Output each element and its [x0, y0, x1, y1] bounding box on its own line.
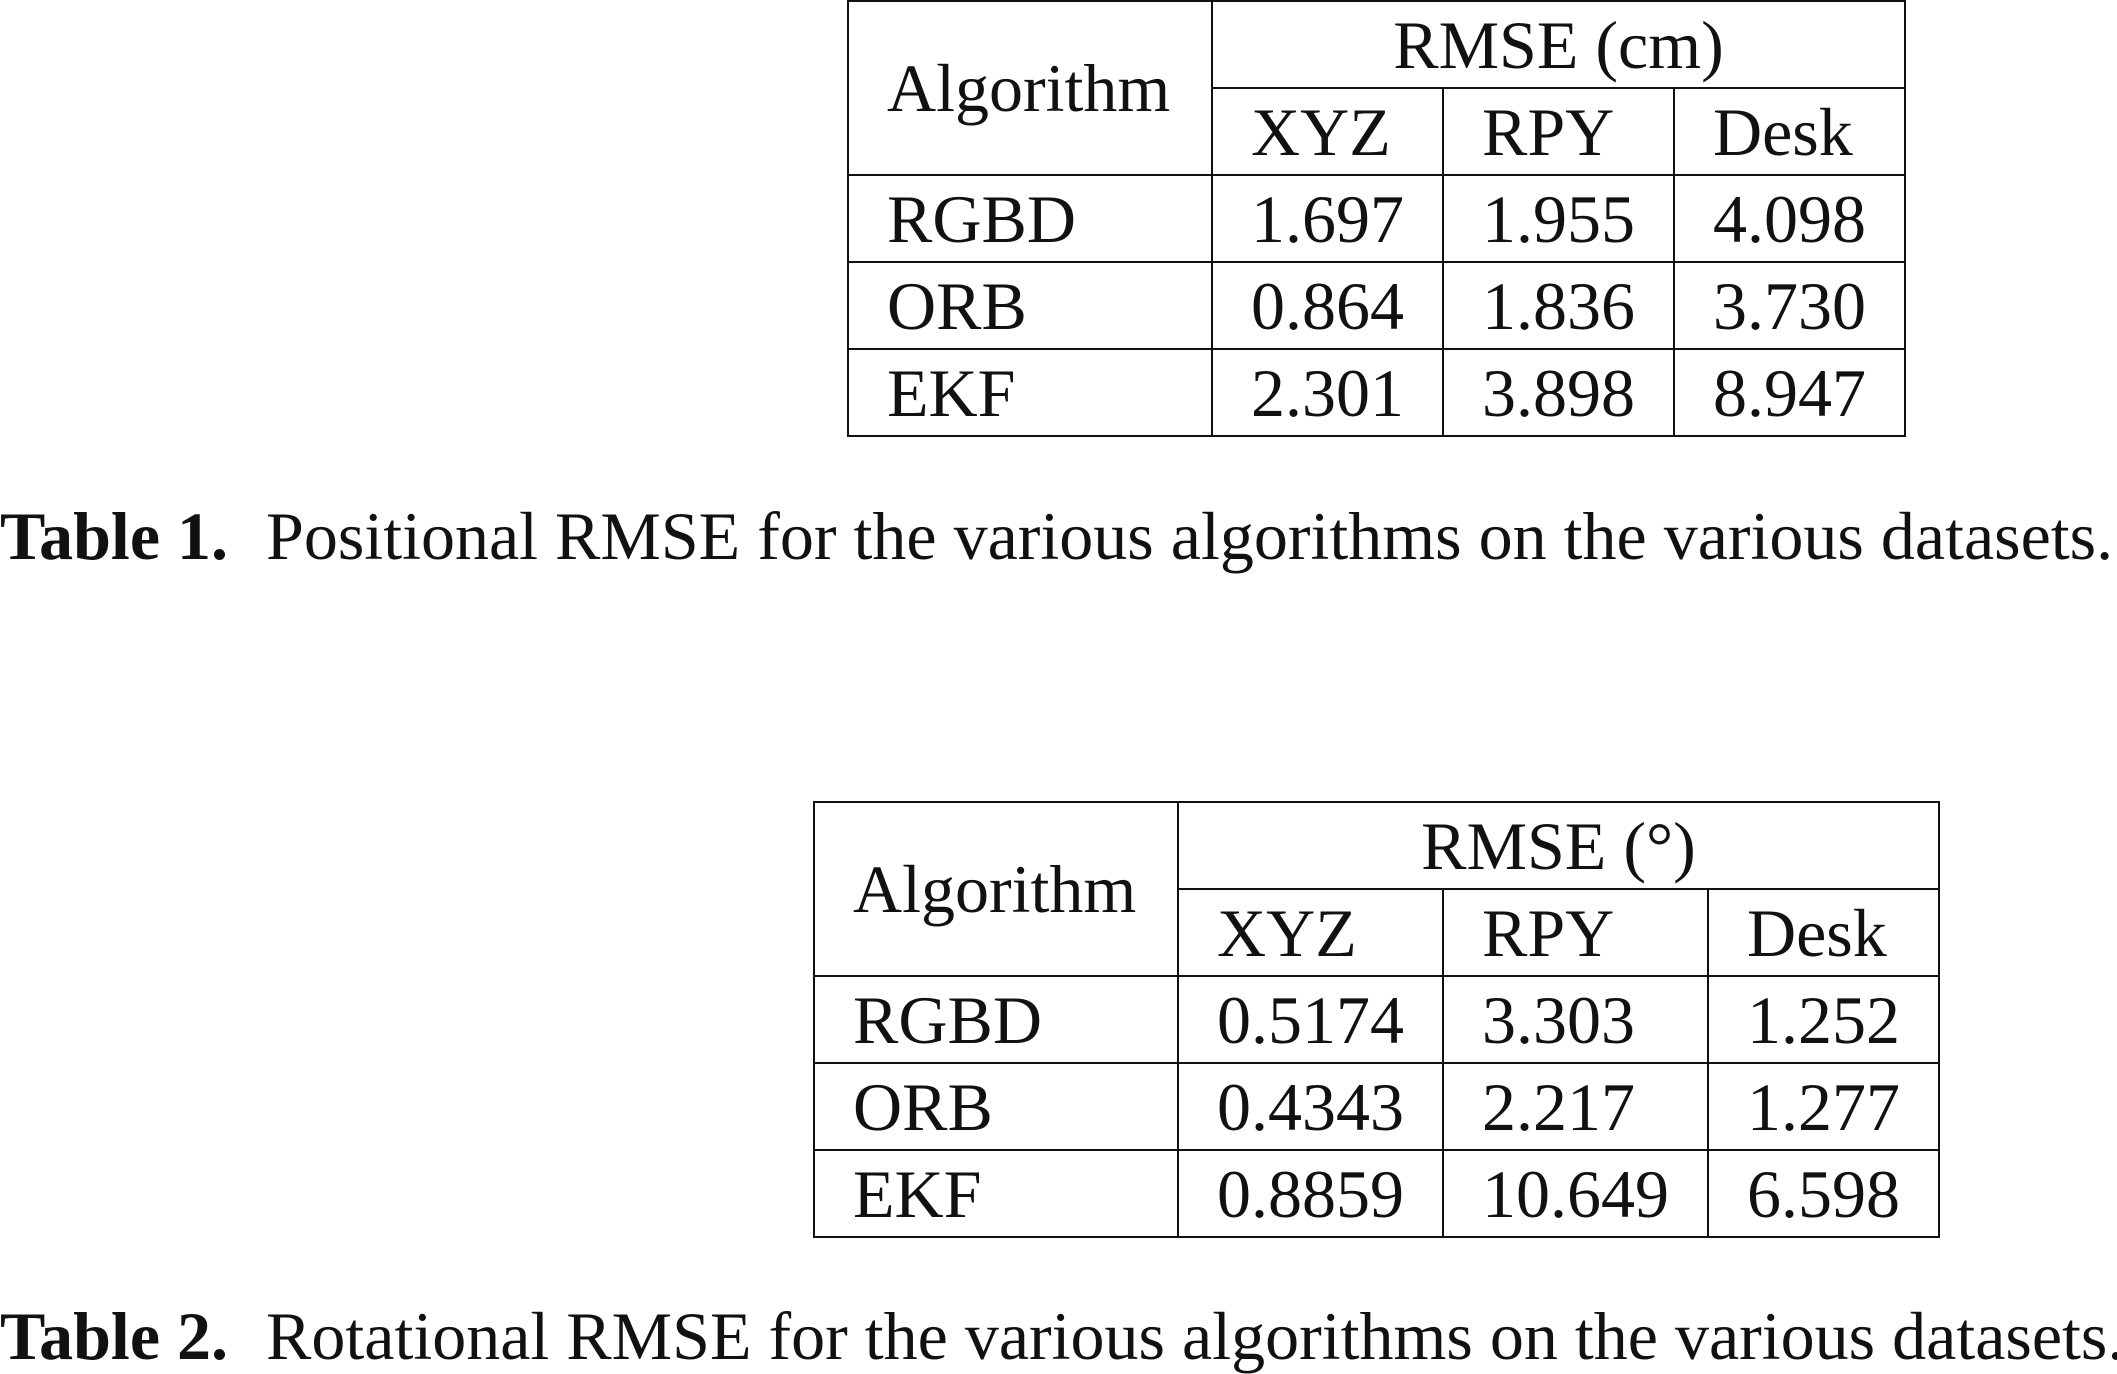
value-cell: 1.252	[1707, 975, 1940, 1064]
table-row: ORB 0.864 1.836 3.730	[847, 261, 1906, 350]
caption-text: Rotational RMSE for the various algorith…	[266, 1298, 2117, 1374]
caption-text: Positional RMSE for the various algorith…	[266, 498, 2114, 574]
table-row: EKF 2.301 3.898 8.947	[847, 348, 1906, 437]
column-header-rpy: RPY	[1442, 888, 1709, 977]
value-cell: 6.598	[1707, 1149, 1940, 1238]
caption-label: Table 1.	[0, 498, 229, 574]
value-cell: 1.955	[1442, 174, 1675, 263]
table-subheader-row: XYZ RPY Desk	[814, 888, 1940, 977]
value-cell: 0.8859	[1177, 1149, 1444, 1238]
column-header-desk: Desk	[1707, 888, 1940, 977]
value-cell: 10.649	[1442, 1149, 1709, 1238]
table-row: RGBD 0.5174 3.303 1.252	[813, 975, 1940, 1064]
algorithm-cell: RGBD	[847, 174, 1213, 263]
algorithm-header: Algorithm	[847, 0, 1213, 176]
value-cell: 1.836	[1442, 261, 1675, 350]
value-cell: 4.098	[1673, 174, 1906, 263]
value-cell: 3.303	[1442, 975, 1709, 1064]
algorithm-header: Algorithm	[813, 801, 1179, 977]
caption-label: Table 2.	[0, 1298, 229, 1374]
column-header-desk: Desk	[1673, 87, 1906, 176]
algorithm-cell: ORB	[847, 261, 1213, 350]
table-header-row: Algorithm RMSE (°)	[813, 801, 1940, 977]
rotational-rmse-table: Algorithm RMSE (°) XYZ RPY Desk RGBD 0.5…	[813, 801, 1940, 1238]
value-cell: 3.898	[1442, 348, 1675, 437]
rmse-group-header: RMSE (cm)	[1211, 0, 1906, 89]
value-cell: 2.217	[1442, 1062, 1709, 1151]
positional-rmse-table: Algorithm RMSE (cm) XYZ RPY Desk RGBD 1.…	[847, 0, 1906, 437]
table-subheader-row: XYZ RPY Desk	[848, 87, 1906, 176]
column-header-xyz: XYZ	[1177, 888, 1444, 977]
rmse-group-header: RMSE (°)	[1177, 801, 1940, 890]
value-cell: 0.4343	[1177, 1062, 1444, 1151]
table-row: ORB 0.4343 2.217 1.277	[813, 1062, 1940, 1151]
table-row: RGBD 1.697 1.955 4.098	[847, 174, 1906, 263]
table-1-caption: Table 1. Positional RMSE for the various …	[0, 502, 2113, 570]
value-cell: 1.697	[1211, 174, 1444, 263]
algorithm-cell: EKF	[847, 348, 1213, 437]
table-row: EKF 0.8859 10.649 6.598	[813, 1149, 1940, 1238]
algorithm-cell: ORB	[813, 1062, 1179, 1151]
value-cell: 8.947	[1673, 348, 1906, 437]
value-cell: 0.5174	[1177, 975, 1444, 1064]
table-2-caption: Table 2. Rotational RMSE for the various …	[0, 1302, 2117, 1370]
value-cell: 2.301	[1211, 348, 1444, 437]
value-cell: 0.864	[1211, 261, 1444, 350]
algorithm-cell: RGBD	[813, 975, 1179, 1064]
column-header-xyz: XYZ	[1211, 87, 1444, 176]
value-cell: 1.277	[1707, 1062, 1940, 1151]
algorithm-cell: EKF	[813, 1149, 1179, 1238]
table-header-row: Algorithm RMSE (cm)	[847, 0, 1906, 176]
column-header-rpy: RPY	[1442, 87, 1675, 176]
value-cell: 3.730	[1673, 261, 1906, 350]
